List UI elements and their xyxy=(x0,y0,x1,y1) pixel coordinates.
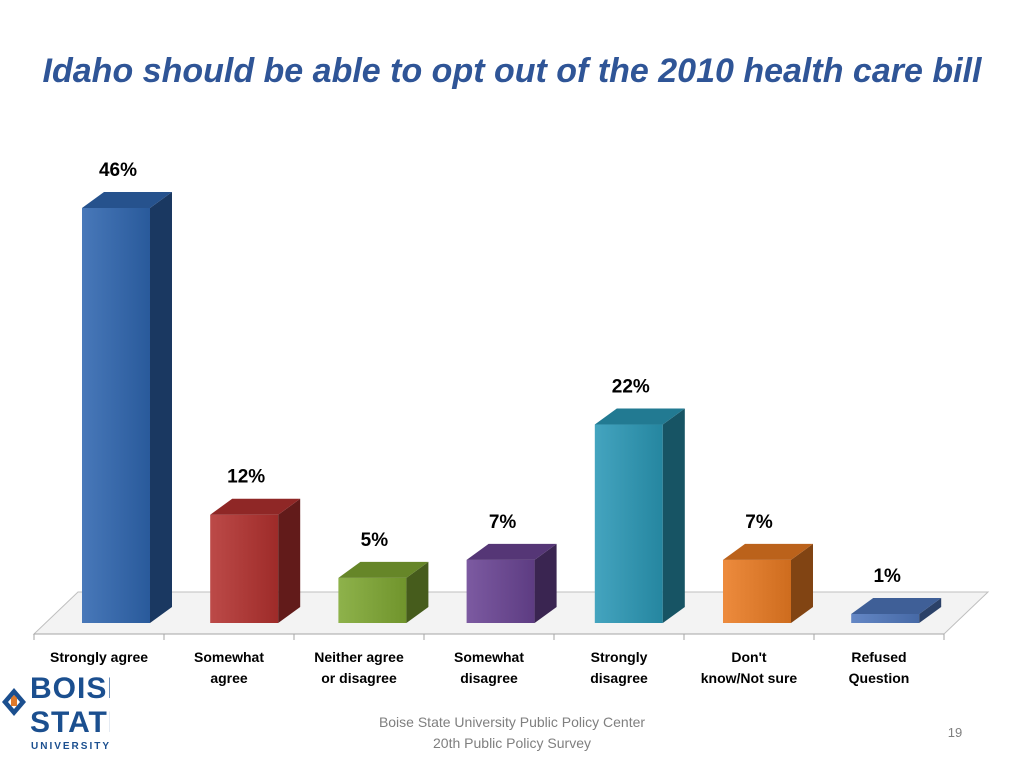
bar-front xyxy=(338,577,407,623)
bar xyxy=(338,561,429,623)
page-number: 19 xyxy=(947,725,963,740)
chart-bars xyxy=(82,192,942,623)
chart-category-labels: Strongly agree Somewhat agree Neither agree… xyxy=(50,649,909,686)
bar-side xyxy=(791,543,813,623)
bar-front xyxy=(466,559,535,623)
bar-top xyxy=(723,543,813,560)
data-label: 7% xyxy=(745,512,773,533)
category-label: Neither agree or disagree xyxy=(314,649,404,686)
bar-front xyxy=(723,559,791,623)
bar-side xyxy=(662,408,685,623)
category-label: Don't know/Not sure xyxy=(701,649,798,686)
bar-front xyxy=(210,514,279,623)
bar-side xyxy=(278,498,301,623)
bar-top xyxy=(210,498,301,515)
logo-boise: BOISE xyxy=(30,672,110,705)
category-label: Strongly agree xyxy=(50,649,148,665)
data-label: 1% xyxy=(873,566,901,587)
bar-front xyxy=(82,208,150,623)
logo-state: STATE xyxy=(30,706,110,739)
logo-university: UNIVERSITY xyxy=(31,741,110,752)
bar-front xyxy=(594,424,663,623)
boise-state-logo: BOISE STATE UNIVERSITY xyxy=(0,668,128,752)
bar xyxy=(594,408,685,623)
data-label: 5% xyxy=(361,530,389,551)
bar-chart: 46% 12% 5% 7% 22% 7% 1% Strongly agree Somewhat… xyxy=(32,160,990,686)
bar-side xyxy=(406,561,429,623)
bronco-logo-icon xyxy=(2,688,26,716)
category-label: Somewhat agree xyxy=(194,649,264,686)
slide-title: Idaho should be able to opt out of the 2… xyxy=(42,52,982,90)
footer-line-2: 20th Public Policy Survey xyxy=(433,735,591,751)
data-label: 46% xyxy=(99,160,137,181)
category-label: Refused Question xyxy=(849,649,910,686)
chart-value-labels: 46% 12% 5% 7% 22% 7% 1% xyxy=(99,160,901,587)
category-label: Strongly disagree xyxy=(590,649,648,686)
data-label: 12% xyxy=(227,467,265,488)
bar xyxy=(851,597,942,623)
bar-top xyxy=(594,408,685,425)
slide-footer: Boise State University Public Policy Cen… xyxy=(312,712,712,754)
bar xyxy=(82,192,172,623)
bar-top xyxy=(851,597,942,614)
data-label: 22% xyxy=(612,377,650,398)
bar-side xyxy=(534,543,557,623)
footer-line-1: Boise State University Public Policy Cen… xyxy=(378,714,646,730)
bar-side xyxy=(150,192,172,623)
bar-top xyxy=(466,543,557,560)
bar xyxy=(466,543,557,623)
bar xyxy=(210,498,301,623)
bar-side xyxy=(919,597,942,623)
bar-top xyxy=(82,192,172,208)
bar xyxy=(723,543,813,623)
data-label: 7% xyxy=(489,512,517,533)
bar-top xyxy=(338,561,429,578)
bar-front xyxy=(851,613,920,623)
category-label: Somewhat disagree xyxy=(454,649,524,686)
